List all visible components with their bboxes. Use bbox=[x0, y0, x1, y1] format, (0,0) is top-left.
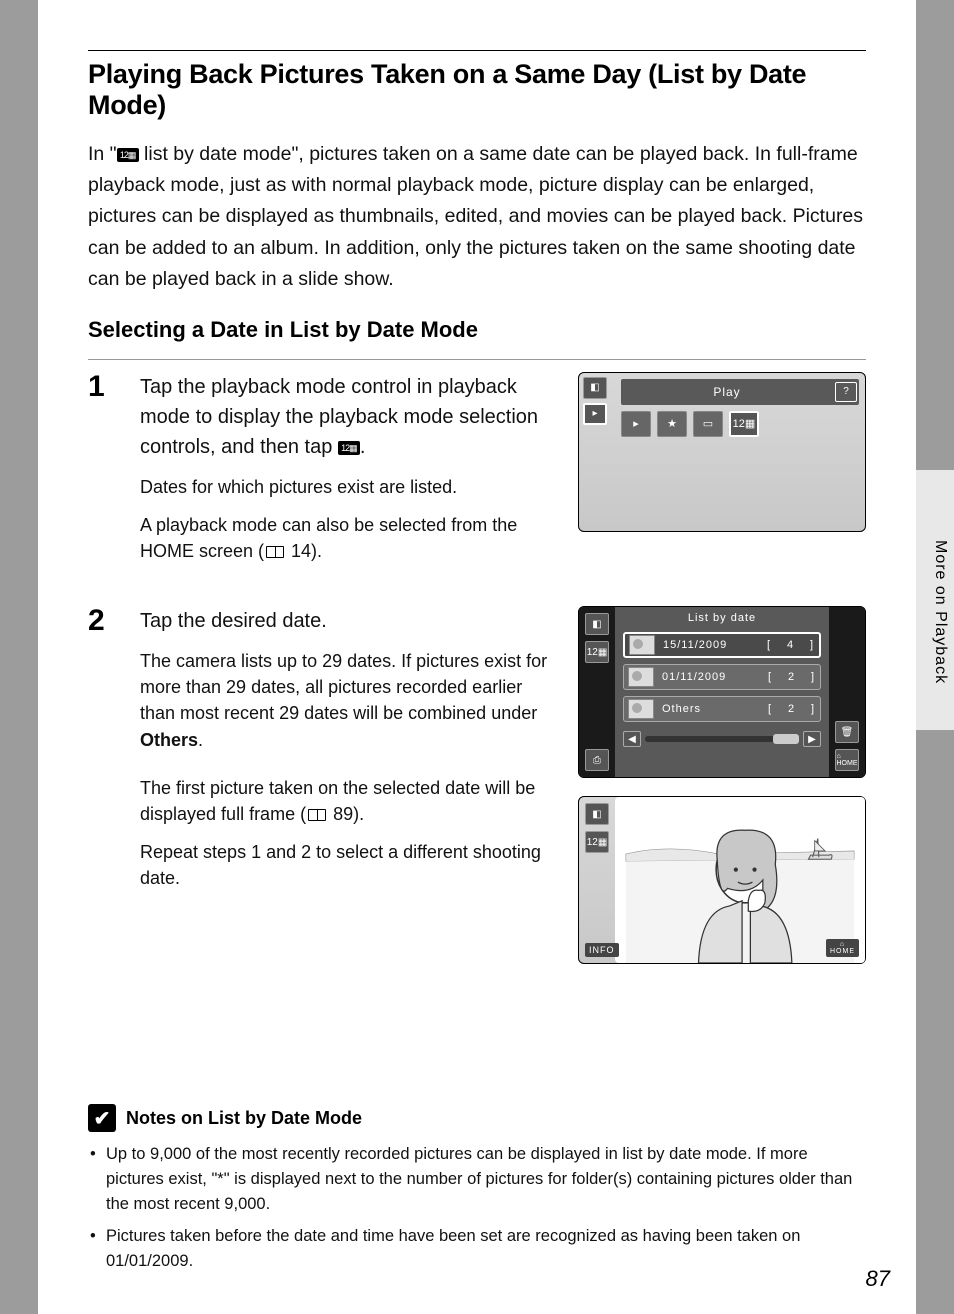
screen-play-mode: ◧ ▸ Play ? ▸ ★ ▭ 12▦ bbox=[578, 372, 866, 532]
mode-listbydate-icon[interactable]: 12▦ bbox=[729, 411, 759, 437]
step-1: 1 Tap the playback mode control in playb… bbox=[88, 372, 866, 576]
playback-icon[interactable]: ▸ bbox=[583, 403, 607, 425]
camera-icon[interactable]: ◧ bbox=[583, 377, 607, 399]
date-thumb bbox=[628, 667, 654, 687]
mode-auto-icon[interactable]: ▭ bbox=[693, 411, 723, 437]
step-1-text: Tap the playback mode control in playbac… bbox=[140, 372, 560, 576]
info-button[interactable]: INFO bbox=[585, 943, 619, 957]
date-thumb bbox=[629, 635, 655, 655]
intro-paragraph: In "12▦ list by date mode", pictures tak… bbox=[88, 139, 866, 295]
page-number: 87 bbox=[866, 1266, 890, 1292]
step-2-body-2: The first picture taken on the selected … bbox=[140, 775, 560, 827]
listbydate-icon[interactable]: 12▦ bbox=[585, 641, 609, 663]
step-1-body-2: A playback mode can also be selected fro… bbox=[140, 512, 560, 564]
rule-sub bbox=[88, 359, 866, 360]
section-tab-label: More on Playback bbox=[931, 540, 949, 684]
print-icon[interactable]: ⎙ bbox=[585, 749, 609, 771]
screen1-title: Play bbox=[621, 385, 833, 399]
date-row-1[interactable]: 15/11/2009 [4] bbox=[623, 632, 821, 658]
step-2-title: Tap the desired date. bbox=[140, 606, 560, 636]
list-by-date-icon: 12▦ bbox=[117, 148, 139, 162]
camera-icon[interactable]: ◧ bbox=[585, 803, 609, 825]
date-row-2[interactable]: 01/11/2009 [2] bbox=[623, 664, 821, 690]
mode-play-icon[interactable]: ▸ bbox=[621, 411, 651, 437]
scroll-track[interactable] bbox=[645, 736, 799, 742]
step-2-body-1: The camera lists up to 29 dates. If pict… bbox=[140, 648, 560, 752]
scroll-left-icon[interactable]: ◀ bbox=[623, 731, 641, 747]
listbydate-icon[interactable]: 12▦ bbox=[585, 831, 609, 853]
section-subtitle: Selecting a Date in List by Date Mode bbox=[88, 317, 866, 343]
help-icon[interactable]: ? bbox=[835, 382, 857, 402]
step-1-number: 1 bbox=[88, 372, 122, 402]
notes-list: Up to 9,000 of the most recently recorde… bbox=[88, 1142, 866, 1274]
date-thumb bbox=[628, 699, 654, 719]
camera-icon[interactable]: ◧ bbox=[585, 613, 609, 635]
home-button[interactable]: ⌂HOME bbox=[826, 939, 859, 957]
step-2-number: 2 bbox=[88, 606, 122, 636]
notes-item-2: Pictures taken before the date and time … bbox=[88, 1224, 866, 1274]
notes-block: ✔ Notes on List by Date Mode Up to 9,000… bbox=[88, 1104, 866, 1274]
step-2-body-3: Repeat steps 1 and 2 to select a differe… bbox=[140, 839, 560, 891]
manual-ref-icon bbox=[266, 546, 284, 558]
rule-top bbox=[88, 50, 866, 51]
step-2: 2 Tap the desired date. The camera lists… bbox=[88, 606, 866, 964]
intro-pre: In " bbox=[88, 143, 117, 165]
manual-ref-icon bbox=[308, 809, 326, 821]
screen-list-by-date: ◧ 12▦ ⎙ List by date 15/11/2009 [4] 01/1… bbox=[578, 606, 866, 778]
intro-post: list by date mode", pictures taken on a … bbox=[88, 143, 863, 290]
page-title: Playing Back Pictures Taken on a Same Da… bbox=[88, 59, 866, 121]
screen-full-frame: ◧ 12▦ bbox=[578, 796, 866, 964]
step-1-title: Tap the playback mode control in playbac… bbox=[140, 372, 560, 462]
delete-icon[interactable]: 🗑 bbox=[835, 721, 859, 743]
page-container: Playing Back Pictures Taken on a Same Da… bbox=[38, 0, 916, 1314]
notes-item-1: Up to 9,000 of the most recently recorde… bbox=[88, 1142, 866, 1216]
home-icon[interactable]: ⌂HOME bbox=[835, 749, 859, 771]
scroll-right-icon[interactable]: ▶ bbox=[803, 731, 821, 747]
notes-check-icon: ✔ bbox=[88, 1104, 116, 1132]
step-1-body-1: Dates for which pictures exist are liste… bbox=[140, 474, 560, 500]
notes-title: Notes on List by Date Mode bbox=[126, 1108, 362, 1129]
mode-favorite-icon[interactable]: ★ bbox=[657, 411, 687, 437]
date-row-3[interactable]: Others [2] bbox=[623, 696, 821, 722]
screen2-title: List by date bbox=[615, 607, 829, 629]
scroll-bar[interactable]: ◀ ▶ bbox=[623, 729, 821, 749]
list-by-date-icon: 12▦ bbox=[338, 441, 360, 455]
step-2-text: Tap the desired date. The camera lists u… bbox=[140, 606, 560, 903]
